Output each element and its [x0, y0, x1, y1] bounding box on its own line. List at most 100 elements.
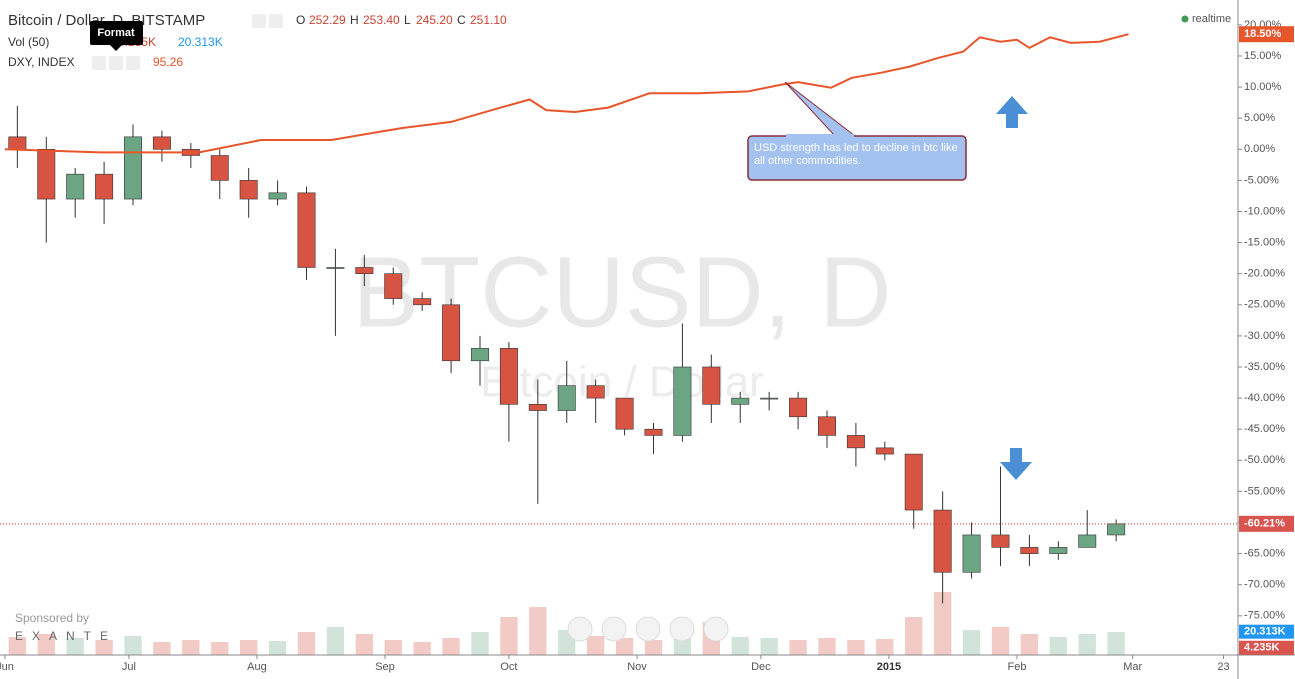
volume-bar — [731, 637, 749, 655]
y-tick-label: -35.00% — [1244, 361, 1285, 373]
price-label-box — [1239, 515, 1294, 532]
annotation: USD strength has led to decline in btc l… — [747, 81, 967, 181]
candle-body — [702, 366, 721, 405]
ohlc-value: 253.40 — [363, 13, 400, 27]
volume-bar — [760, 638, 778, 655]
y-tick-label: -75.00% — [1244, 610, 1285, 622]
x-tick-label: Feb — [1008, 661, 1027, 673]
x-tick-label: 2015 — [877, 661, 901, 673]
watermark-symbol: BTCUSD, D — [353, 236, 892, 348]
candle-body — [1049, 547, 1068, 554]
y-tick-label: 0.00% — [1244, 143, 1275, 155]
candle-body — [789, 397, 808, 418]
volume-bar — [1020, 634, 1039, 655]
volume-label-box — [1239, 640, 1294, 655]
candle-body — [731, 397, 750, 405]
x-tick-label: Sep — [375, 661, 395, 673]
sponsor-label: Sponsored by — [15, 611, 89, 625]
volume-label: 20.313K — [1244, 626, 1286, 638]
plot — [0, 33, 1238, 604]
zoom-controls[interactable] — [567, 616, 729, 642]
volume-bar — [124, 636, 142, 655]
y-tick-label: -5.00% — [1244, 174, 1279, 186]
volume-bar — [66, 638, 84, 655]
settings-icons[interactable] — [252, 14, 283, 28]
volume-bar — [1107, 632, 1125, 655]
volume-bar — [211, 642, 229, 655]
realtime-dot — [1181, 15, 1189, 23]
volume-bar — [586, 636, 605, 655]
overlay-label: 18.50% — [1244, 28, 1282, 40]
volume-bar — [615, 638, 634, 655]
overlay-line — [4, 33, 1129, 154]
y-tick-label: -40.00% — [1244, 392, 1285, 404]
candle-body — [326, 267, 345, 269]
tooltip-text: Format — [97, 27, 135, 39]
x-tick-label: Oct — [500, 661, 517, 673]
y-tick-label: -55.00% — [1244, 485, 1285, 497]
arrow-up-icon — [996, 96, 1028, 128]
volume-label: 4.235K — [1244, 642, 1280, 654]
candle-body — [37, 148, 56, 200]
y-tick-label: -50.00% — [1244, 454, 1285, 466]
volume-bar — [962, 630, 981, 655]
ohlc-label: L — [404, 13, 411, 27]
ohlc-value: 245.20 — [416, 13, 453, 27]
volume-bar — [268, 641, 287, 655]
x-tick-label: Nov — [627, 661, 647, 673]
volume-bar — [876, 639, 894, 655]
volume-ma-value: 20.313K — [178, 35, 223, 49]
volume-bar — [500, 617, 518, 655]
volume-bar — [847, 640, 865, 655]
candle-body — [66, 173, 85, 200]
y-tick-label: -10.00% — [1244, 205, 1285, 217]
overlay-icons[interactable] — [92, 56, 140, 70]
candle-body — [586, 385, 605, 399]
arrow-down-icon — [1000, 448, 1032, 480]
volume-bar — [326, 627, 345, 655]
candle-body — [528, 404, 547, 411]
candle-body — [297, 192, 316, 268]
format-tooltip: Format — [90, 21, 143, 51]
candle-body — [1107, 523, 1126, 536]
volume-bar — [297, 632, 316, 655]
volume-bar — [789, 640, 807, 655]
volume-bar — [8, 637, 27, 655]
volume-bar — [644, 640, 663, 655]
candle-body — [384, 273, 403, 299]
candle-body — [210, 155, 229, 181]
candle-body — [239, 180, 258, 200]
y-tick-label: -30.00% — [1244, 330, 1285, 342]
candle-body — [8, 136, 27, 150]
candle-body — [442, 304, 461, 362]
volume-bar — [818, 638, 836, 655]
x-tick-label: Jul — [122, 661, 136, 673]
x-tick-label: Mar — [1123, 661, 1142, 673]
candle-body — [268, 192, 287, 200]
y-tick-label: -25.00% — [1244, 299, 1285, 311]
x-tick-label: Jun — [0, 661, 14, 673]
volume-name: Vol (50) — [8, 35, 49, 49]
candle-body — [355, 267, 374, 274]
x-tick-label: Aug — [247, 661, 267, 673]
volume-bar — [355, 634, 374, 655]
ohlc-label: H — [350, 13, 359, 27]
volume-bar — [413, 642, 431, 655]
symbol-title: Bitcoin / Dollar, D, BITSTAMP — [8, 12, 205, 29]
volume-bar — [153, 642, 171, 655]
candle-body — [818, 416, 836, 436]
candle-body — [95, 173, 114, 200]
annotation-box: USD strength has led to decline in btc l… — [754, 142, 958, 167]
volume-bar — [95, 640, 113, 655]
candle-body — [991, 534, 1010, 548]
price-label: -60.21% — [1244, 518, 1285, 530]
candle-body — [152, 136, 171, 150]
y-tick-label: -20.00% — [1244, 268, 1285, 280]
annotation-text: USD strength has led to decline in btc l… — [754, 142, 958, 167]
ohlc-value: 252.29 — [309, 13, 346, 27]
overlay-value: 95.26 — [153, 55, 183, 69]
y-tick-label: 10.00% — [1244, 81, 1282, 93]
candle-body — [1078, 534, 1097, 548]
candle-body — [904, 453, 923, 511]
